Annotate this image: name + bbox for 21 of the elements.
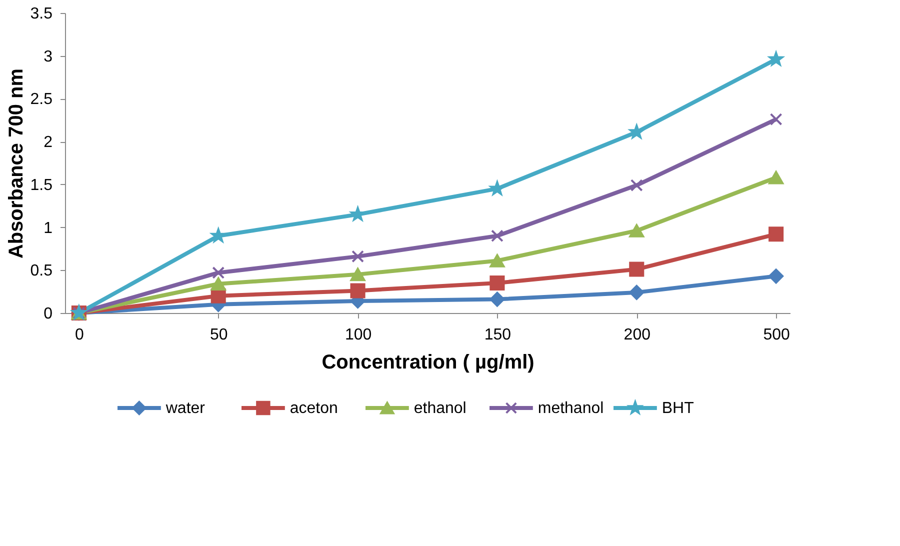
x-tick-label: 100: [344, 326, 372, 344]
x-tick-label: 150: [484, 326, 512, 344]
y-tick-label: 2.5: [30, 91, 53, 108]
y-tick-label: 2: [44, 134, 53, 152]
y-tick-label: 3: [44, 48, 53, 66]
x-tick-label: 50: [210, 326, 228, 344]
y-tick-label: 1.5: [30, 176, 53, 194]
legend-label: BHT: [662, 400, 694, 417]
y-tick-label: 1: [44, 220, 53, 237]
y-tick-label: 0: [44, 306, 53, 322]
y-tick-label: 3.5: [30, 6, 53, 22]
y-tick-label: 0.5: [30, 262, 53, 280]
x-tick-label: 200: [624, 326, 651, 344]
legend-label: ethanol: [414, 400, 466, 417]
y-axis-title: Absorbance 700 nm: [5, 68, 28, 259]
x-axis-title: Concentration ( µg/ml): [322, 352, 534, 374]
x-tick-label: 0: [74, 326, 84, 344]
legend-label: methanol: [538, 400, 604, 417]
legend-label: water: [164, 400, 206, 417]
legend-label: aceton: [290, 400, 338, 417]
x-tick-label: 500: [763, 326, 790, 344]
